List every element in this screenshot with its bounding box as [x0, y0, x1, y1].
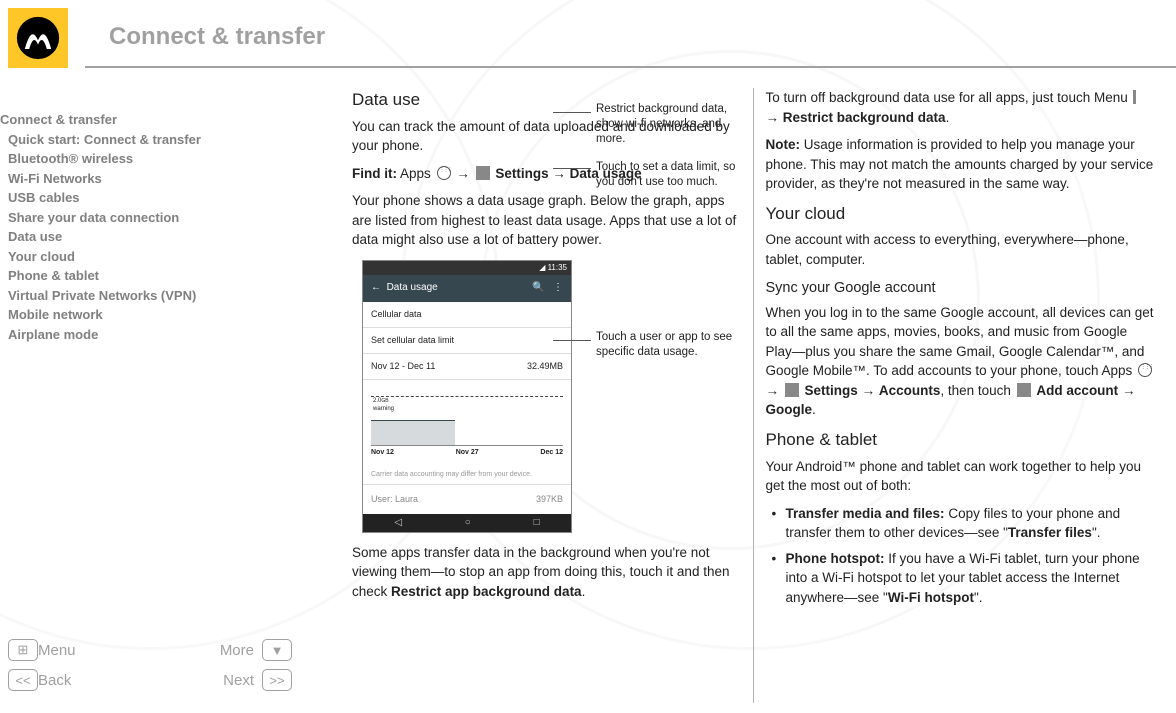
arrow-icon: → [766, 383, 780, 398]
sidebar-item[interactable]: Airplane mode [0, 325, 250, 345]
apps-icon [437, 166, 451, 180]
heading-phone-tablet: Phone & tablet [766, 428, 1155, 453]
settings-icon [476, 166, 490, 180]
settings-icon [785, 383, 799, 397]
mockup-row-limit: Set cellular data limit [363, 328, 571, 354]
back-icon[interactable]: << [8, 669, 38, 691]
arrow-icon: → [1122, 383, 1136, 398]
sidebar-item[interactable]: Your cloud [0, 247, 250, 267]
next-label[interactable]: Next [223, 672, 254, 689]
sidebar-item[interactable]: Data use [0, 227, 250, 247]
column-left: Data use You can track the amount of dat… [340, 88, 753, 703]
add-icon [1017, 383, 1031, 397]
page-title: Connect & transfer [109, 23, 325, 51]
mockup-user-row: User: Laura 397KB [363, 484, 571, 514]
bullet-list: Transfer media and files: Copy files to … [766, 504, 1155, 608]
mockup-time: 11:35 [548, 263, 567, 272]
mockup-row-cellular: Cellular data [363, 302, 571, 328]
menu-icon [1133, 90, 1136, 104]
menu-label[interactable]: Menu [38, 642, 76, 659]
heading-your-cloud: Your cloud [766, 202, 1155, 227]
sidebar-item[interactable]: Connect & transfer [0, 110, 250, 130]
mockup-topbar: ← Data usage 🔍 ⋮ [363, 275, 571, 302]
mockup-row-range: Nov 12 - Dec 11 32.49MB [363, 354, 571, 380]
paragraph: One account with access to everything, e… [766, 230, 1155, 269]
paragraph: Some apps transfer data in the backgroun… [352, 543, 741, 602]
more-label[interactable]: More [220, 642, 254, 659]
next-icon[interactable]: >> [262, 669, 292, 691]
callout-text: Restrict background data, show wi-fi net… [596, 102, 748, 147]
more-icon[interactable]: ▼ [262, 639, 292, 661]
toc-sidebar: Connect & transfer Quick start: Connect … [0, 110, 250, 345]
sidebar-item[interactable]: Wi-Fi Networks [0, 169, 250, 189]
mockup-status-bar: ◢ 11:35 [363, 261, 571, 275]
apps-icon [1138, 363, 1152, 377]
mockup-navbar: ◁○□ [363, 514, 571, 532]
paragraph: Your Android™ phone and tablet can work … [766, 457, 1155, 496]
callout-text: Touch a user or app to see specific data… [596, 330, 748, 360]
content-area: Data use You can track the amount of dat… [340, 88, 1166, 703]
arrow-icon: → [456, 166, 470, 181]
arrow-icon: → [766, 110, 780, 125]
note-paragraph: Note: Usage information is provided to h… [766, 135, 1155, 194]
phone-mockup: ◢ 11:35 ← Data usage 🔍 ⋮ Cellular data S… [362, 260, 572, 533]
sidebar-item[interactable]: Bluetooth® wireless [0, 149, 250, 169]
back-label[interactable]: Back [38, 672, 71, 689]
paragraph: To turn off background data use for all … [766, 88, 1155, 127]
arrow-icon: → [862, 383, 876, 398]
sidebar-item[interactable]: Share your data connection [0, 208, 250, 228]
bottom-nav: ⊞ Menu More ▼ << Back Next >> [0, 635, 300, 695]
menu-icon[interactable]: ⊞ [8, 639, 38, 661]
mockup-title: Data usage [387, 282, 438, 293]
sidebar-item[interactable]: Quick start: Connect & transfer [0, 130, 250, 150]
text: Apps [400, 166, 431, 181]
text: Settings [495, 166, 548, 181]
sidebar-item[interactable]: USB cables [0, 188, 250, 208]
motorola-logo [8, 8, 68, 68]
sidebar-item[interactable]: Phone & tablet [0, 266, 250, 286]
paragraph: When you log in to the same Google accou… [766, 303, 1155, 420]
sidebar-item[interactable]: Mobile network [0, 305, 250, 325]
page-header: Connect & transfer [85, 8, 1176, 68]
mockup-graph: 2.0GBwarning Nov 12 Nov 27 Dec 12 [363, 380, 571, 470]
list-item: Transfer media and files: Copy files to … [778, 504, 1155, 543]
column-right: To turn off background data use for all … [754, 88, 1167, 703]
find-it-label: Find it: [352, 166, 397, 181]
sidebar-item[interactable]: Virtual Private Networks (VPN) [0, 286, 250, 306]
paragraph: Your phone shows a data usage graph. Bel… [352, 191, 741, 250]
mockup-carrier-note: Carrier data accounting may differ from … [363, 470, 571, 484]
callout-text: Touch to set a data limit, so you don't … [596, 160, 748, 190]
mockup-actions: 🔍 ⋮ [532, 281, 563, 296]
heading-sync: Sync your Google account [766, 278, 1155, 299]
list-item: Phone hotspot: If you have a Wi-Fi table… [778, 549, 1155, 608]
